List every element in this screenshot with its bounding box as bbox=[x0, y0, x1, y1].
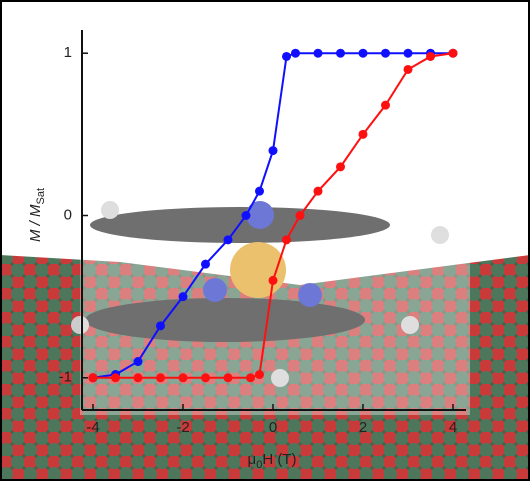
data-point bbox=[255, 370, 264, 379]
x-axis-label: μ0H (T) bbox=[248, 451, 297, 471]
data-point bbox=[282, 235, 291, 244]
data-point bbox=[201, 373, 210, 382]
data-point bbox=[179, 373, 188, 382]
data-point bbox=[296, 211, 305, 220]
x-tick-label: -4 bbox=[86, 419, 99, 436]
data-point bbox=[111, 373, 120, 382]
x-tick-label: 0 bbox=[269, 419, 277, 436]
data-point bbox=[224, 235, 233, 244]
data-point bbox=[269, 276, 278, 285]
data-point bbox=[426, 52, 435, 61]
x-tick-label: 2 bbox=[359, 419, 367, 436]
y-tick-label: 1 bbox=[64, 44, 72, 61]
plot-backdrop bbox=[80, 25, 470, 415]
x-label-part: H (T) bbox=[262, 451, 296, 468]
data-point bbox=[156, 321, 165, 330]
data-point bbox=[404, 65, 413, 74]
data-point bbox=[336, 49, 345, 58]
data-point bbox=[201, 260, 210, 269]
y-tick-label: 0 bbox=[64, 206, 72, 223]
data-point bbox=[381, 49, 390, 58]
data-point bbox=[89, 373, 98, 382]
data-point bbox=[246, 373, 255, 382]
data-point bbox=[314, 187, 323, 196]
y-label-part: M / M bbox=[27, 204, 44, 242]
data-point bbox=[282, 52, 291, 61]
x-tick-label: -2 bbox=[176, 419, 189, 436]
data-point bbox=[134, 357, 143, 366]
x-tick-label: 4 bbox=[449, 419, 457, 436]
chart: μ0H (T) M / MSat -4 -2 0 2 4 -1 0 1 bbox=[0, 0, 530, 481]
y-label-sub: Sat bbox=[35, 188, 47, 205]
data-point bbox=[224, 373, 233, 382]
data-point bbox=[404, 49, 413, 58]
data-point bbox=[156, 373, 165, 382]
y-tick-label: -1 bbox=[59, 369, 72, 386]
data-point bbox=[269, 146, 278, 155]
data-point bbox=[449, 49, 458, 58]
data-point bbox=[336, 162, 345, 171]
data-point bbox=[179, 292, 188, 301]
x-label-part: μ bbox=[248, 451, 257, 468]
data-point bbox=[291, 49, 300, 58]
data-point bbox=[359, 49, 368, 58]
data-point bbox=[314, 49, 323, 58]
data-point bbox=[242, 211, 251, 220]
data-point bbox=[381, 101, 390, 110]
data-point bbox=[359, 130, 368, 139]
data-point bbox=[255, 187, 264, 196]
data-point bbox=[134, 373, 143, 382]
